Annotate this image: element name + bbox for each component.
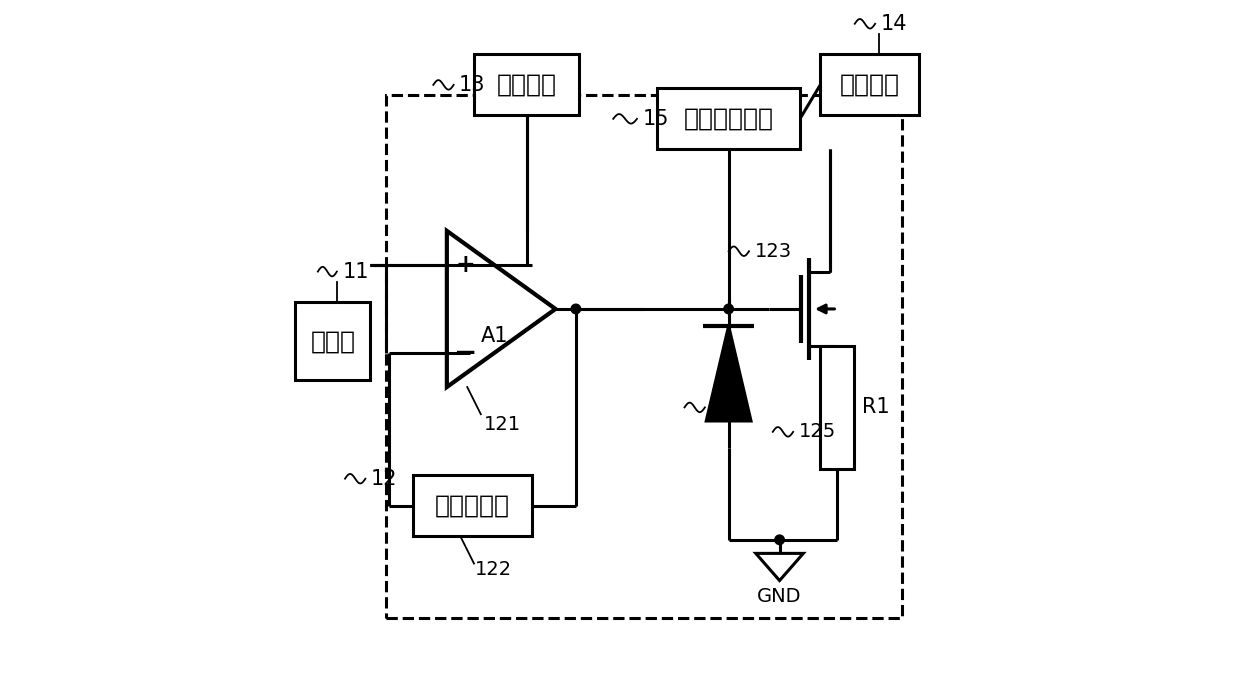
Bar	[413, 475, 532, 536]
Text: +: +	[456, 253, 476, 277]
Text: 123: 123	[754, 242, 791, 261]
Text: 124: 124	[711, 398, 748, 417]
Text: 11: 11	[342, 261, 368, 282]
Text: 负反馈电路: 负反馈电路	[435, 494, 510, 518]
Text: 15: 15	[642, 109, 668, 129]
Text: 125: 125	[799, 422, 836, 441]
Text: 12: 12	[371, 469, 397, 489]
Text: 第二电源: 第二电源	[497, 73, 557, 97]
Bar	[386, 95, 901, 618]
Bar	[474, 54, 579, 115]
Circle shape	[724, 304, 733, 314]
Text: 13: 13	[459, 75, 486, 95]
Text: −: −	[454, 339, 477, 367]
Text: 采集卡: 采集卡	[310, 329, 356, 353]
Bar	[657, 88, 800, 149]
Circle shape	[775, 535, 785, 545]
Text: 122: 122	[475, 559, 512, 579]
Text: 14: 14	[880, 14, 908, 34]
Text: R1: R1	[862, 397, 890, 418]
Bar	[295, 302, 370, 380]
Text: GND: GND	[758, 587, 802, 606]
Circle shape	[572, 304, 580, 314]
Text: 半导体激光器: 半导体激光器	[683, 107, 774, 131]
Text: 121: 121	[484, 415, 521, 434]
Text: A1: A1	[481, 326, 508, 346]
Text: 第三电源: 第三电源	[839, 73, 899, 97]
Bar	[821, 346, 854, 469]
Bar	[821, 54, 919, 115]
Polygon shape	[707, 326, 751, 421]
